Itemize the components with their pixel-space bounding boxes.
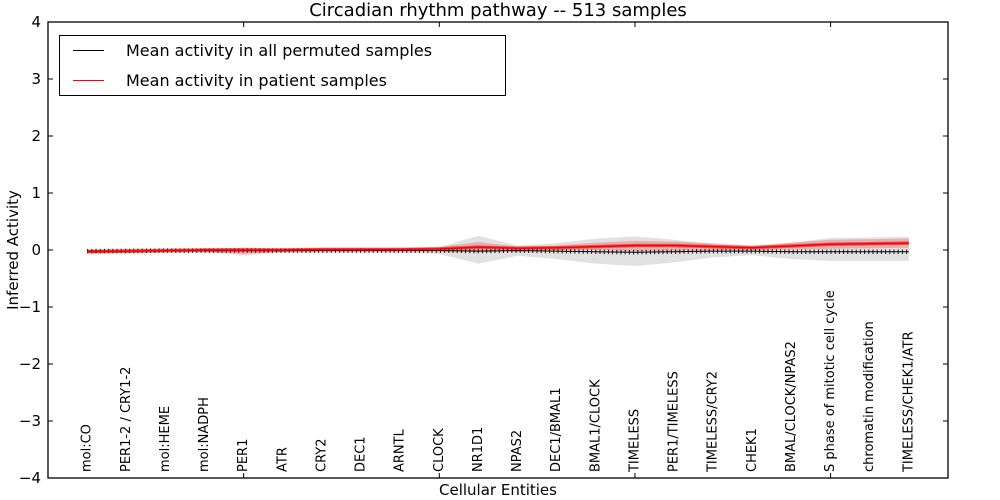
y-tick-label: −2 bbox=[19, 355, 41, 373]
y-tick-label: 3 bbox=[31, 70, 41, 88]
legend-item-patient: Mean activity in patient samples bbox=[73, 68, 505, 94]
x-category-label: PER1/TIMELESS bbox=[667, 371, 682, 472]
x-category-label: mol:HEME bbox=[158, 406, 173, 472]
legend-label-patient: Mean activity in patient samples bbox=[126, 70, 387, 90]
y-tick-label: 4 bbox=[31, 13, 41, 31]
legend-line-sample-black-icon bbox=[73, 50, 104, 51]
patient-mean-line bbox=[87, 242, 909, 253]
x-axis-label: Cellular Entities bbox=[439, 481, 557, 499]
y-tick-label: 1 bbox=[31, 184, 41, 202]
y-tick-label: 0 bbox=[31, 241, 41, 259]
legend: Mean activity in all permuted samples Me… bbox=[59, 35, 506, 96]
x-category-label: ARNTL bbox=[393, 428, 408, 472]
x-category-label: TIMELESS/CHEK1/ATR bbox=[901, 331, 916, 473]
x-category-label: TIMELESS/CRY2 bbox=[706, 371, 721, 473]
x-category-label: NPAS2 bbox=[510, 430, 525, 472]
chart-title: Circadian rhythm pathway -- 513 samples bbox=[309, 0, 687, 21]
x-category-label: PER1 bbox=[236, 439, 251, 472]
x-category-label: CRY2 bbox=[314, 439, 329, 473]
legend-line-sample-red-icon bbox=[73, 80, 104, 81]
x-category-label: CHEK1 bbox=[745, 428, 760, 472]
x-category-label: mol:CO bbox=[80, 424, 95, 472]
x-category-label: DEC1 bbox=[354, 436, 369, 472]
x-category-label: NR1D1 bbox=[471, 427, 486, 472]
x-category-label: mol:NADPH bbox=[197, 397, 212, 472]
legend-label-permuted: Mean activity in all permuted samples bbox=[126, 40, 433, 60]
x-category-label: PER1-2 / CRY1-2 bbox=[119, 367, 134, 472]
y-tick-label: −4 bbox=[19, 469, 41, 487]
x-category-label: BMAL1/CLOCK bbox=[588, 379, 603, 472]
x-category-label: DEC1/BMAL1 bbox=[549, 388, 564, 473]
x-category-label: ATR bbox=[275, 447, 290, 472]
y-tick-label: −1 bbox=[19, 298, 41, 316]
x-category-label: TIMELESS bbox=[627, 409, 642, 473]
x-category-label: S phase of mitotic cell cycle bbox=[823, 290, 838, 472]
x-category-label: CLOCK bbox=[432, 428, 447, 472]
y-tick-label: −3 bbox=[19, 412, 41, 430]
y-axis-label: Inferred Activity bbox=[4, 190, 22, 310]
x-category-label: BMAL/CLOCK/NPAS2 bbox=[784, 341, 799, 472]
legend-item-permuted: Mean activity in all permuted samples bbox=[73, 38, 505, 64]
y-tick-label: 2 bbox=[31, 127, 41, 145]
x-category-label: chromatin modification bbox=[862, 321, 877, 472]
